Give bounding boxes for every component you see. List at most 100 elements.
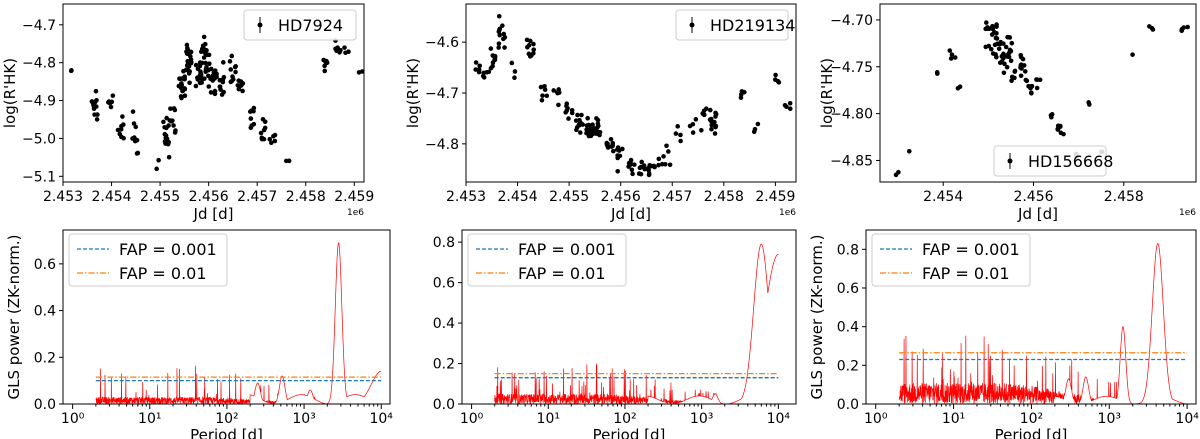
data-point [338, 47, 343, 53]
data-point [1028, 85, 1033, 91]
y-tick-label: −4.6 [425, 35, 459, 51]
data-point [173, 128, 178, 133]
data-point [615, 168, 620, 174]
y-tick-label: −4.7 [22, 18, 56, 34]
data-point [984, 20, 989, 25]
x-axis-label: Period [d] [190, 426, 263, 439]
data-point [531, 41, 536, 47]
y-tick-label: 0.2 [34, 350, 56, 366]
data-point [268, 140, 274, 146]
y-tick-label: −4.8 [425, 137, 459, 153]
data-point [1021, 63, 1027, 68]
data-point [531, 50, 536, 56]
data-point [628, 157, 634, 163]
x-axis-label: Jd [d] [193, 205, 234, 223]
data-point [272, 138, 278, 144]
x-tick-label: 2.459 [334, 189, 374, 205]
data-point [195, 75, 200, 80]
data-point [566, 116, 571, 121]
data-point [787, 106, 793, 112]
data-point [258, 130, 264, 136]
data-point [579, 112, 584, 118]
data-point [629, 167, 635, 173]
data-point [531, 47, 537, 52]
data-point [935, 71, 940, 76]
data-point [217, 84, 223, 90]
data-point [773, 72, 778, 78]
x-tick-label: 10⁰ [864, 411, 888, 427]
data-point [198, 69, 203, 74]
data-point [492, 56, 498, 62]
data-point [94, 117, 100, 122]
data-point [1029, 90, 1034, 96]
periodogram-panel-bottom-right: 10⁰ 10¹ 10² 10³ 10⁴ 0.0 0.2 0.4 0.6 0.8 Period [d]… [808, 229, 1199, 439]
data-point [661, 154, 666, 159]
y-tick-label: −4.75 [830, 60, 873, 76]
data-point [119, 123, 124, 129]
data-point [509, 60, 515, 66]
data-point [659, 161, 665, 167]
data-point [251, 108, 256, 114]
data-point [712, 131, 718, 136]
data-point [673, 131, 679, 136]
data-points [473, 13, 793, 178]
data-point [586, 122, 592, 128]
data-point [179, 95, 184, 101]
data-point [708, 107, 713, 113]
data-point [486, 69, 492, 75]
plot-frame [461, 229, 797, 405]
data-point [784, 104, 789, 110]
data-point [133, 124, 139, 130]
data-points [68, 34, 365, 172]
data-point [656, 156, 662, 162]
data-point [949, 52, 955, 57]
data-point [947, 48, 953, 53]
data-point [488, 46, 494, 51]
data-point [595, 117, 601, 123]
y-tick-label: 0.0 [34, 397, 56, 413]
data-point [356, 70, 362, 75]
data-point [693, 117, 699, 122]
data-point [1061, 131, 1066, 137]
legend-label: FAP = 0.01 [119, 264, 207, 283]
legend-label: FAP = 0.001 [119, 240, 217, 259]
data-point [182, 86, 187, 91]
y-axis-label: log(R'HK) [404, 58, 422, 128]
x-tick-label: 10⁴ [1175, 411, 1199, 427]
y-tick-label: −4.70 [830, 13, 873, 29]
data-point [540, 93, 545, 98]
legend-label: FAP = 0.01 [922, 264, 1010, 283]
data-point [272, 132, 278, 138]
data-point [166, 154, 172, 160]
data-point [240, 81, 246, 86]
legend: FAP = 0.001 FAP = 0.01 [68, 233, 228, 287]
data-point [1008, 48, 1014, 54]
data-point [666, 149, 671, 154]
data-point [610, 148, 616, 154]
y-tick-label: −4.8 [22, 56, 56, 72]
data-point [108, 104, 114, 110]
data-point [202, 76, 207, 81]
data-point [182, 93, 188, 99]
data-point [240, 88, 245, 94]
data-point [502, 45, 507, 50]
x-tick-label: 2.456 [601, 189, 641, 205]
plot-frame [62, 3, 365, 183]
data-point [544, 93, 550, 99]
data-point [251, 121, 257, 127]
data-point [538, 84, 544, 90]
data-point [1179, 26, 1185, 32]
data-point [208, 66, 214, 72]
data-point [207, 61, 212, 67]
legend-box [993, 145, 1107, 177]
legend-label: HD219134 [710, 16, 795, 35]
data-point [678, 138, 683, 144]
y-tick-label: 0.0 [837, 397, 859, 413]
data-point [322, 68, 328, 74]
data-point [702, 112, 707, 118]
data-point [642, 166, 647, 172]
x-offset-label: 1e6 [779, 208, 796, 218]
data-point [527, 38, 533, 44]
data-point [751, 129, 757, 135]
x-axis-label: Period [d] [593, 426, 666, 439]
